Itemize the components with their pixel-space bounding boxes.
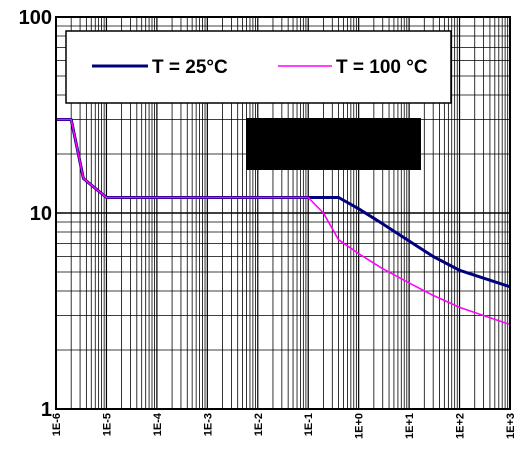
x-tick-label: 1E-1: [303, 413, 315, 436]
x-tick-label: 1E-3: [202, 413, 214, 436]
x-tick-label: 1E+0: [354, 413, 366, 439]
legend-label-t25: T = 25°C: [152, 57, 228, 78]
y-axis-tick-labels: 1 10 100: [19, 7, 52, 421]
legend: T = 25°C T = 100 °C: [65, 30, 452, 104]
chart-plot-frame: [55, 16, 511, 410]
series-line-t100: [56, 118, 511, 326]
y-tick-label: 100: [19, 7, 52, 29]
x-tick-label: 1E-6: [51, 413, 63, 436]
legend-label-t100: T = 100 °C: [336, 57, 428, 78]
x-tick-label: 1E+3: [505, 413, 514, 439]
redacted-block: [246, 118, 421, 170]
x-axis-tick-labels: 1E-6 1E-5 1E-4 1E-3 1E-2 1E-1 1E+0 1E+1 1E+2 1E+3: [51, 412, 514, 439]
chart-series-lines: [56, 118, 511, 326]
x-tick-label: 1E+1: [404, 413, 416, 439]
y-tick-label: 1: [41, 399, 52, 421]
y-tick-label: 10: [30, 203, 52, 225]
x-tick-label: 1E+2: [455, 413, 467, 439]
x-tick-label: 1E-4: [152, 412, 164, 436]
x-tick-label: 1E-5: [101, 413, 113, 436]
x-tick-label: 1E-2: [253, 413, 265, 436]
